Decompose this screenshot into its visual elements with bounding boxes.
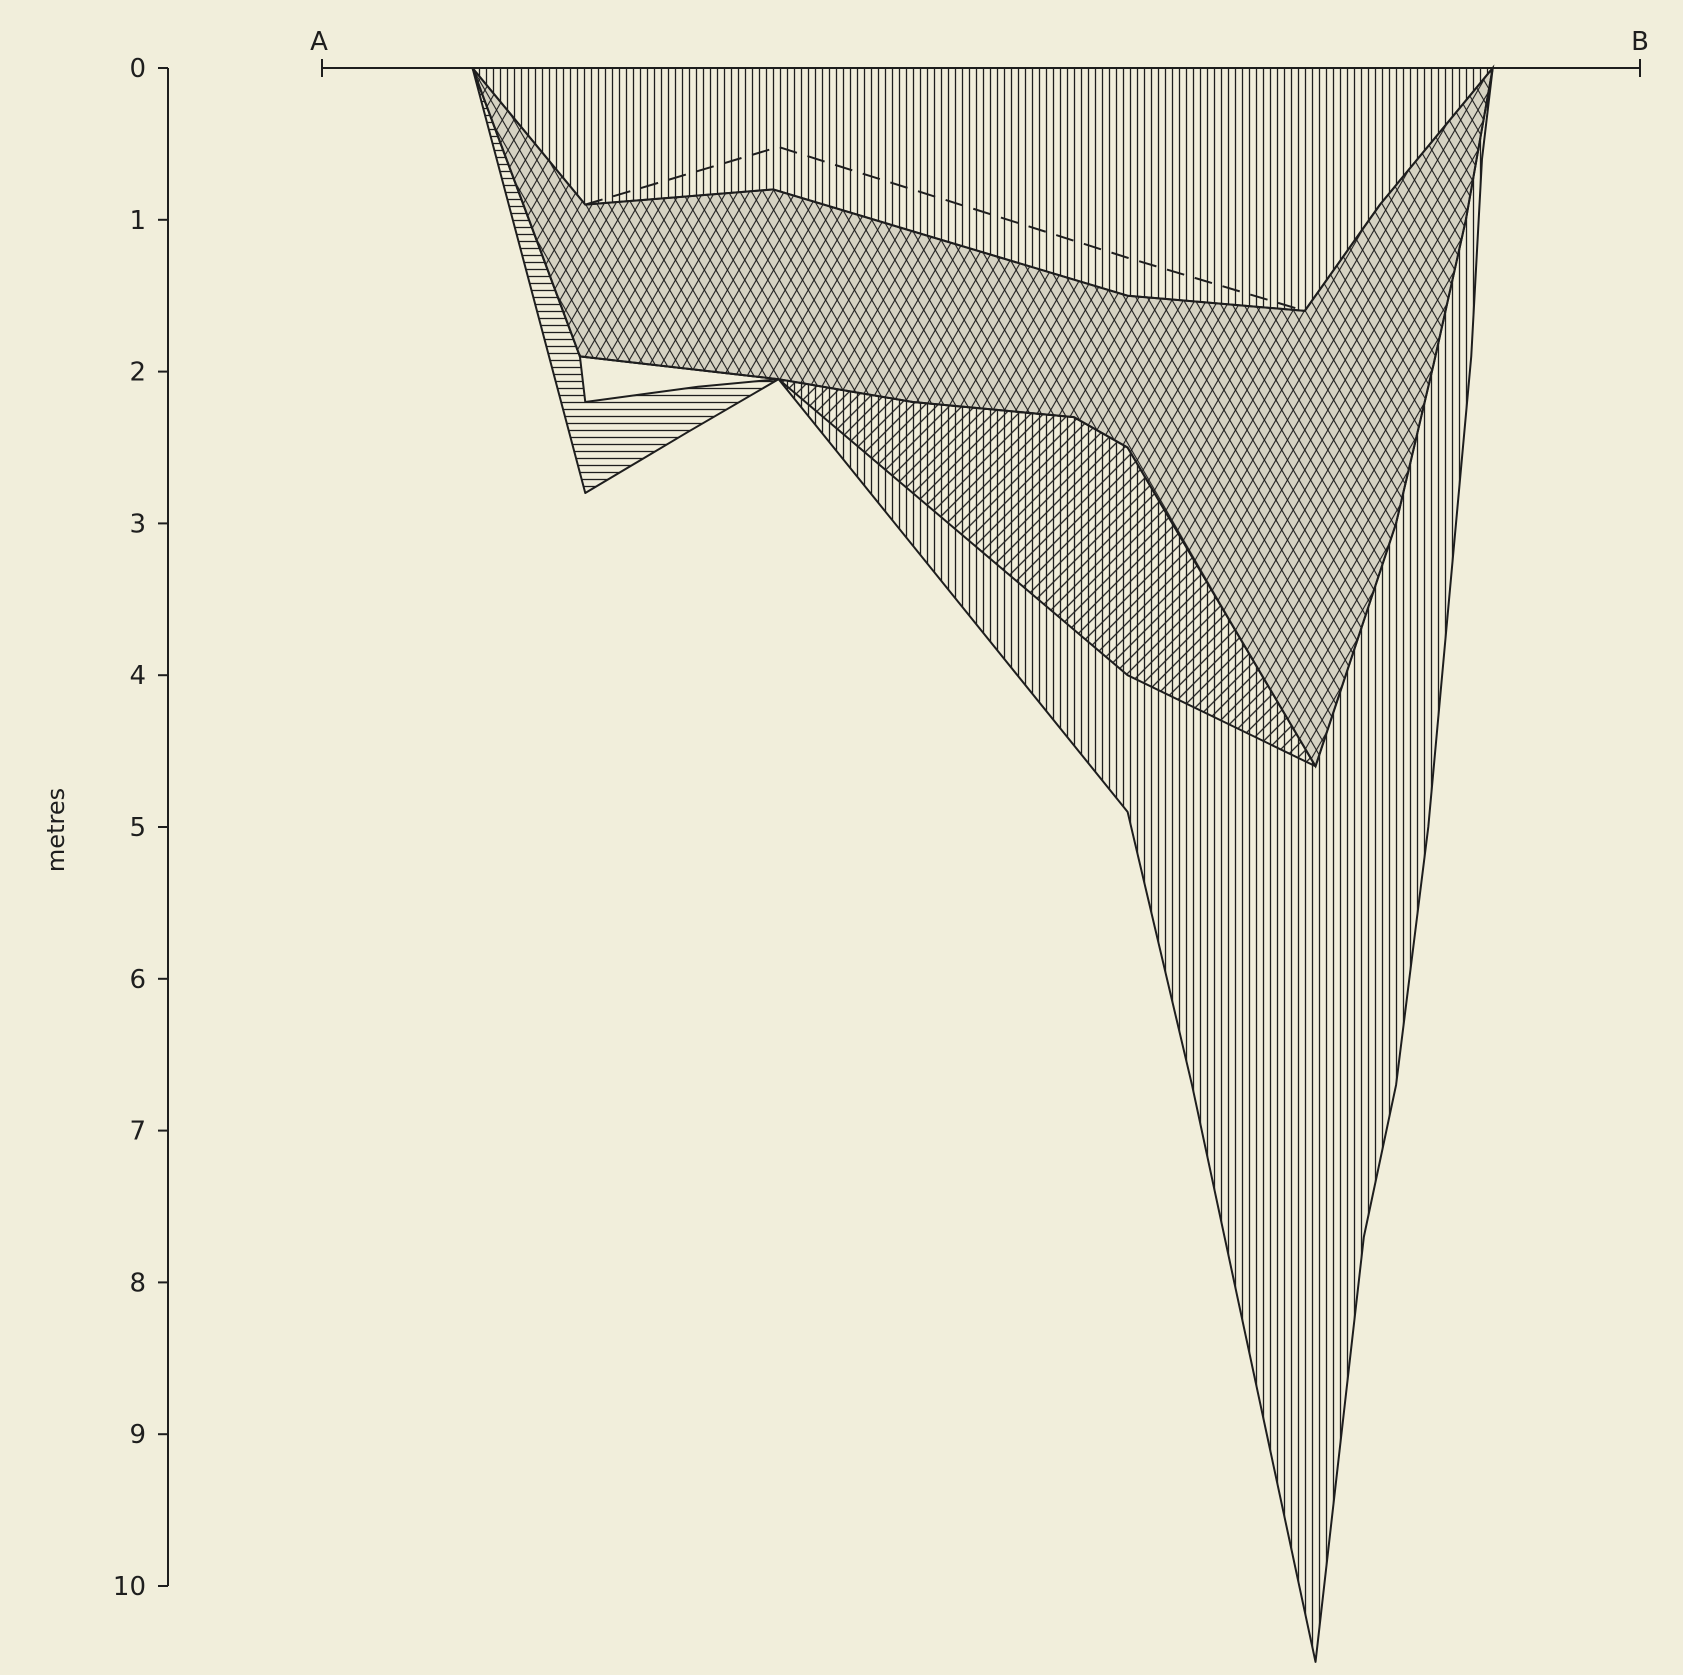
dashed-line: [584, 145, 1306, 312]
depth-axis-label: metres: [42, 788, 70, 872]
depth-tick-label: 7: [129, 1117, 146, 1147]
depth-tick-label: 10: [113, 1572, 146, 1602]
depth-tick-label: 2: [129, 358, 146, 388]
layer-cross-hatch-overlay: [471, 64, 1495, 769]
depth-tick-label: 4: [129, 661, 146, 691]
layers-group: [471, 64, 1495, 1663]
depth-axis: 0 1 2 3 4 5 6 7 8 9 10 metres: [42, 54, 169, 1602]
section-label-b: B: [1631, 27, 1649, 57]
depth-tick-label: 6: [129, 965, 146, 995]
depth-tick-label: 1: [129, 206, 146, 236]
depth-tick-label: 3: [129, 509, 146, 539]
depth-tick-label: 5: [129, 813, 146, 843]
section-label-a: A: [310, 27, 328, 57]
depth-tick-label: 9: [129, 1420, 146, 1450]
depth-tick-label: 8: [129, 1268, 146, 1298]
depth-tick-label: 0: [129, 54, 146, 84]
depth-axis-ticks: 0 1 2 3 4 5 6 7 8 9 10: [113, 54, 168, 1602]
layer-horizontal-hatch: [471, 67, 780, 495]
